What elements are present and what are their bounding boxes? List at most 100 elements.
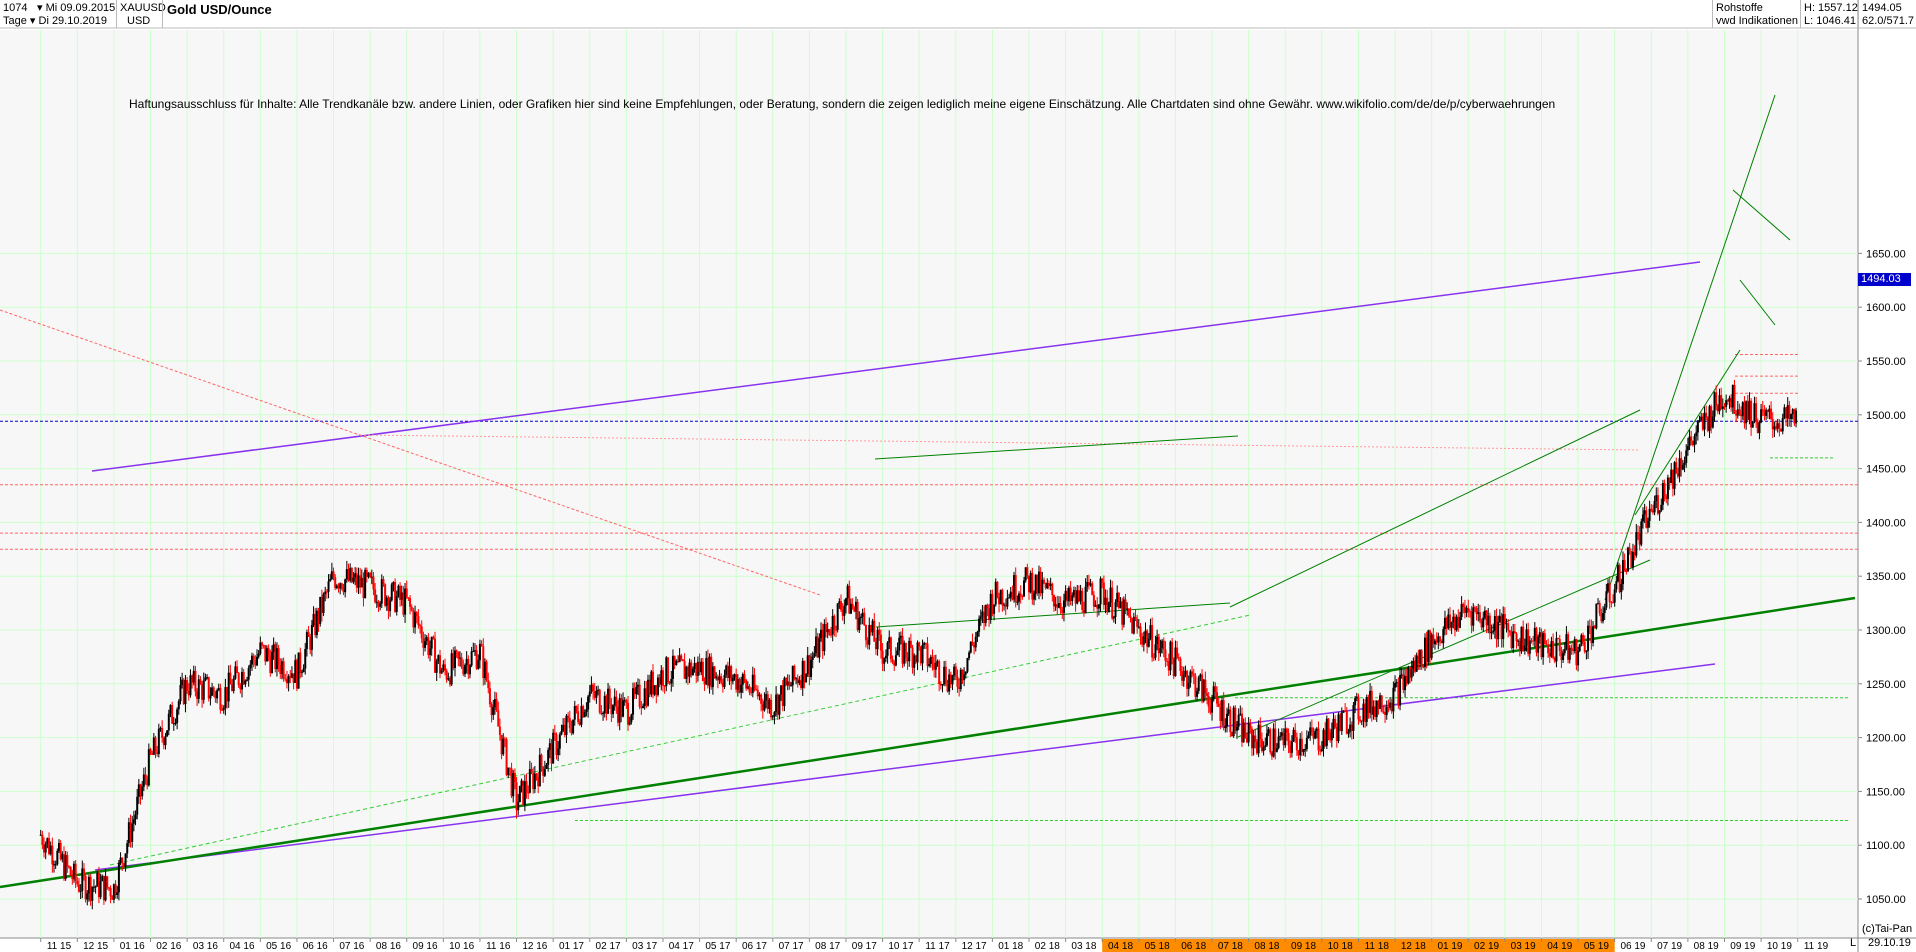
price-candle-body <box>1686 445 1689 451</box>
price-candle-body <box>513 773 516 783</box>
price-candle-body <box>269 656 272 673</box>
price-candle-body <box>976 631 979 637</box>
price-candle-body <box>1018 593 1021 602</box>
price-candle-body <box>1255 741 1258 754</box>
price-candle-body <box>1339 714 1342 732</box>
price-candle-body <box>1409 667 1412 678</box>
price-candle-body <box>507 767 510 775</box>
price-candle-body <box>517 802 520 811</box>
price-candle-body <box>199 679 202 685</box>
price-candle-body <box>820 629 823 639</box>
price-candle-body <box>1214 686 1217 693</box>
price-candle-body <box>389 600 392 612</box>
price-candle-body <box>162 737 165 746</box>
price-candle-body <box>1031 572 1034 600</box>
price-candle-body <box>1116 592 1119 603</box>
price-candle-body <box>402 592 405 615</box>
price-candle-body <box>548 743 551 750</box>
price-candle-body <box>1432 634 1435 645</box>
price-candle-body <box>211 687 214 696</box>
price-candle-body <box>1362 703 1365 721</box>
price-candle-body <box>761 703 764 711</box>
price-candle-body <box>1791 409 1794 415</box>
price-candle-body <box>1046 583 1049 589</box>
price-candle-body <box>174 722 177 724</box>
price-candle-body <box>1114 602 1117 617</box>
price-candle-body <box>1665 496 1668 500</box>
price-candle-body <box>1191 671 1194 674</box>
price-candle-body <box>1761 409 1764 412</box>
header-divider <box>116 0 117 28</box>
price-candle-body <box>552 732 555 764</box>
price-candle-body <box>1668 477 1671 483</box>
price-candle-body <box>602 713 605 715</box>
price-candle-body <box>919 646 922 664</box>
price-candle-body <box>1141 636 1144 645</box>
price-candle-body <box>1631 552 1634 568</box>
price-candle-body <box>1685 450 1688 463</box>
price-candle-body <box>1144 630 1147 637</box>
price-candle-body <box>1663 483 1666 497</box>
y-tick-label: 1550.00 <box>1866 356 1906 368</box>
y-tick-label: 1400.00 <box>1866 517 1906 529</box>
price-candle-body <box>1643 510 1646 515</box>
price-candle-body <box>1463 607 1466 613</box>
price-candle-body <box>811 656 814 660</box>
price-candle-body <box>843 605 846 616</box>
y-tick-label: 1250.00 <box>1866 679 1906 691</box>
price-candle-body <box>1176 647 1179 658</box>
start-date-selector[interactable]: ▾ Mi 09.09.2015 <box>37 2 115 15</box>
price-candle-body <box>663 685 666 687</box>
price-candle-body <box>1655 495 1658 502</box>
price-candle-body <box>1572 649 1575 651</box>
price-candle-body <box>1457 616 1460 628</box>
period-selector[interactable]: Tage ▾ Di 29.10.2019 <box>3 15 107 28</box>
price-candle-body <box>1545 644 1548 646</box>
price-candle-body <box>1211 699 1214 713</box>
price-candle-body <box>1497 622 1500 640</box>
end-date: Di 29.10.2019 <box>38 15 108 27</box>
price-candle-body <box>1392 687 1395 712</box>
price-candle-body <box>1605 591 1608 608</box>
price-candle-body <box>1766 409 1769 412</box>
price-candle-body <box>1756 422 1759 433</box>
price-candle-body <box>1279 735 1282 737</box>
x-tick-label: 02 16 <box>156 941 181 952</box>
price-candle-body <box>903 643 906 664</box>
price-candle-body <box>1550 641 1553 657</box>
price-candle-body <box>44 843 47 853</box>
price-candle-body <box>690 662 693 676</box>
price-candle-body <box>1758 422 1761 433</box>
price-candle-body <box>1472 607 1475 626</box>
price-candle-body <box>1530 640 1533 642</box>
price-candle-body <box>1222 700 1225 728</box>
price-candle-body <box>846 585 849 599</box>
price-candle-body <box>790 685 793 687</box>
price-candle-body <box>1094 604 1097 607</box>
price-candle-body <box>750 692 753 694</box>
price-candle-body <box>1315 728 1318 731</box>
price-candle-body <box>1247 722 1250 743</box>
price-candle-body <box>151 753 154 755</box>
price-candle-body <box>332 571 335 578</box>
price-candle-body <box>192 670 195 683</box>
price-candle-body <box>242 671 245 685</box>
price-candle-body <box>1011 591 1014 600</box>
price-candle-body <box>1324 729 1327 746</box>
price-candle-body <box>1630 550 1633 568</box>
price-candle-body <box>231 684 234 691</box>
price-candle-body <box>1102 582 1105 605</box>
price-candle-body <box>1325 718 1328 746</box>
price-candle-body <box>1443 617 1446 630</box>
price-candle-body <box>62 854 65 879</box>
price-candle-body <box>470 651 473 666</box>
x-tick-label: 11 15 <box>47 941 72 952</box>
price-candle-body <box>1696 420 1699 433</box>
price-candle-body <box>587 696 590 710</box>
price-candle-body <box>736 678 739 690</box>
price-candle-body <box>1755 403 1758 423</box>
price-candle-body <box>442 664 445 671</box>
price-candle-body <box>686 667 689 677</box>
price-candle-body <box>1013 575 1016 600</box>
price-candle-body <box>625 700 628 703</box>
